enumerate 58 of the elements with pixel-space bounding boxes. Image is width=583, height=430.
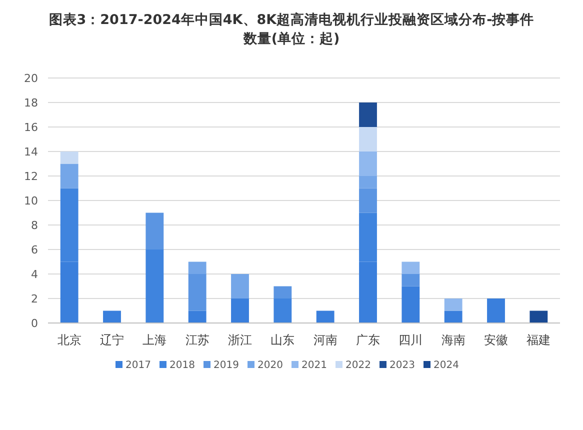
bar bbox=[316, 310, 334, 323]
y-tick-label: 2 bbox=[31, 292, 38, 306]
x-tick-label: 北京 bbox=[57, 333, 82, 347]
y-tick-label: 14 bbox=[24, 146, 38, 158]
y-tick-label: 4 bbox=[31, 268, 38, 281]
bar bbox=[146, 212, 164, 250]
x-tick-label: 四川 bbox=[398, 333, 423, 347]
x-tick-label: 广东 bbox=[356, 333, 380, 347]
y-tick-label: 8 bbox=[31, 219, 38, 232]
bar bbox=[359, 212, 377, 262]
chart-title: 图表3：2017-2024年中国4K、8K超高清电视机行业投融资区域分布-按事件数量(单位：起) bbox=[48, 11, 534, 47]
bar bbox=[444, 310, 462, 323]
y-tick-label: 10 bbox=[24, 194, 38, 208]
x-tick-label: 山东 bbox=[270, 333, 295, 347]
x-tick-label: 上海 bbox=[142, 333, 167, 347]
bar bbox=[231, 274, 249, 298]
bar bbox=[60, 188, 78, 262]
bar bbox=[274, 286, 292, 298]
x-tick-label: 河南 bbox=[313, 333, 338, 347]
legend-label: 2019 bbox=[214, 360, 239, 371]
x-tick-label: 江苏 bbox=[185, 333, 210, 347]
bar bbox=[359, 188, 377, 213]
bar bbox=[444, 298, 462, 311]
y-tick-label: 16 bbox=[24, 121, 38, 134]
legend-label: 2024 bbox=[434, 360, 459, 371]
x-tick-label: 海南 bbox=[441, 333, 466, 347]
bar bbox=[188, 310, 206, 323]
bar bbox=[402, 262, 420, 274]
y-tick-label: 20 bbox=[24, 72, 38, 85]
legend-label: 2020 bbox=[258, 360, 283, 371]
y-tick-label: 18 bbox=[24, 96, 38, 110]
y-tick-label: 6 bbox=[31, 244, 38, 256]
x-tick-label: 福建 bbox=[526, 333, 551, 347]
bar bbox=[359, 152, 377, 176]
legend-label: 2018 bbox=[170, 360, 195, 371]
bar bbox=[402, 274, 420, 286]
x-tick-label: 辽宁 bbox=[100, 333, 124, 347]
bar bbox=[60, 152, 78, 164]
y-tick-label: 12 bbox=[24, 170, 38, 183]
bar bbox=[146, 250, 164, 323]
bar bbox=[402, 286, 420, 323]
bar bbox=[60, 262, 78, 323]
bar bbox=[60, 164, 78, 188]
legend-label: 2022 bbox=[346, 360, 371, 371]
legend-label: 2017 bbox=[126, 360, 151, 371]
bar bbox=[103, 310, 121, 323]
bar bbox=[274, 298, 292, 323]
x-tick-label: 安徽 bbox=[484, 333, 508, 347]
bar bbox=[359, 176, 377, 188]
x-tick-label: 浙江 bbox=[228, 333, 252, 347]
bar bbox=[359, 262, 377, 323]
bar bbox=[231, 298, 249, 323]
y-tick-label: 0 bbox=[31, 317, 38, 330]
legend-label: 2021 bbox=[302, 360, 327, 371]
bar bbox=[188, 262, 206, 274]
legend-label: 2023 bbox=[390, 360, 415, 371]
bar bbox=[487, 298, 505, 323]
bar bbox=[188, 274, 206, 311]
